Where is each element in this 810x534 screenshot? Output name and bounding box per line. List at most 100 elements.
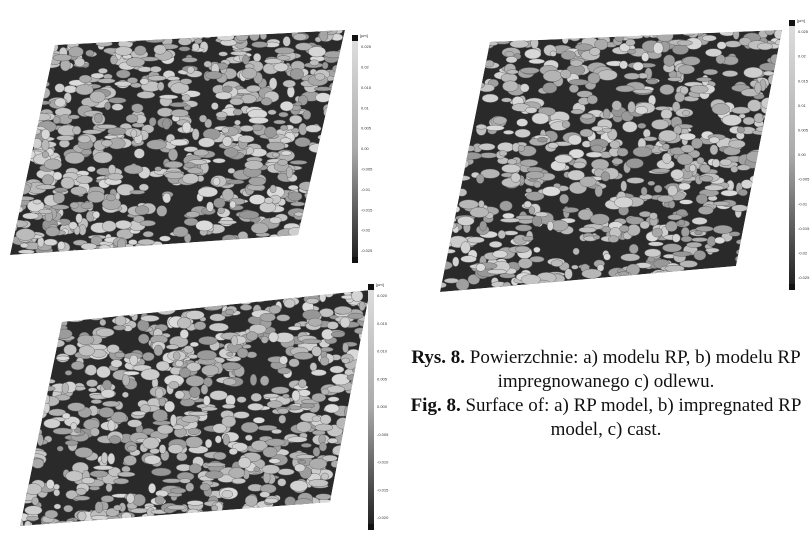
surface-grain bbox=[691, 137, 703, 149]
surface-grain bbox=[76, 175, 94, 184]
surface-grain bbox=[157, 424, 174, 435]
surface-grain bbox=[200, 30, 219, 36]
surface-grain bbox=[28, 44, 37, 52]
surface-grain bbox=[672, 251, 692, 257]
surface-grain bbox=[277, 159, 288, 166]
surface-grain bbox=[156, 205, 168, 217]
surface-grain bbox=[10, 36, 21, 46]
surface-grain bbox=[684, 278, 694, 289]
surface-grain bbox=[745, 203, 764, 214]
surface-grain bbox=[248, 517, 263, 526]
surface-grain bbox=[567, 134, 582, 146]
surface-grain bbox=[317, 133, 336, 141]
colorbar-cap bbox=[352, 35, 358, 41]
surface-grain bbox=[745, 285, 758, 291]
surface-grain bbox=[166, 344, 179, 350]
surface-grain bbox=[147, 75, 167, 81]
surface-grain bbox=[155, 303, 176, 315]
surface-grain bbox=[100, 389, 116, 399]
surface-grain bbox=[85, 364, 97, 376]
surface-grain bbox=[311, 393, 327, 403]
surface-grain bbox=[460, 241, 471, 254]
surface-grain bbox=[153, 344, 163, 357]
surface-grain bbox=[333, 306, 352, 315]
surface-grain bbox=[277, 407, 289, 415]
surface-grain bbox=[28, 324, 45, 336]
colorbar-tick-label: -0.025 bbox=[798, 275, 810, 280]
surface-grain bbox=[325, 238, 345, 247]
surface-grain bbox=[696, 157, 705, 165]
surface-grain bbox=[20, 79, 28, 92]
surface-grain bbox=[10, 140, 17, 152]
surface-grain bbox=[213, 197, 226, 209]
colorbar-tick-label: 0.015 bbox=[361, 85, 372, 90]
surface-grain bbox=[339, 316, 351, 329]
surface-grain bbox=[113, 504, 122, 511]
colorbar bbox=[352, 41, 358, 257]
surface-grain bbox=[219, 295, 227, 308]
surface-grain bbox=[25, 483, 42, 496]
surface-grain bbox=[652, 42, 664, 55]
colorbar-tick-label: 0.025 bbox=[361, 44, 372, 49]
surface-grain bbox=[31, 55, 41, 62]
surface-grain bbox=[72, 292, 86, 305]
surface-grain bbox=[522, 235, 534, 242]
surface-grain bbox=[627, 48, 636, 55]
surface-grain bbox=[280, 239, 299, 251]
colorbar-tick-label: -0.01 bbox=[798, 201, 808, 206]
surface-grain bbox=[748, 257, 758, 267]
surface-grain bbox=[325, 174, 341, 183]
surface-grain bbox=[113, 478, 129, 485]
surface-grain bbox=[90, 515, 109, 521]
surface-grain bbox=[346, 407, 363, 419]
surface-grain bbox=[771, 180, 779, 185]
surface-grain bbox=[18, 249, 35, 255]
surface-grain bbox=[760, 177, 781, 185]
surface-grain bbox=[170, 82, 190, 94]
surface-grain bbox=[716, 41, 727, 50]
surface-grain bbox=[564, 268, 573, 280]
surface-grain bbox=[506, 69, 519, 75]
surface-grain bbox=[509, 39, 529, 49]
surface-grain bbox=[440, 90, 452, 97]
surface-grain bbox=[646, 286, 654, 292]
surface-grain bbox=[440, 282, 447, 289]
surface-grain bbox=[329, 365, 345, 374]
surface-grain bbox=[567, 169, 585, 181]
surface-grain bbox=[64, 520, 76, 526]
surface-grain bbox=[623, 72, 641, 80]
surface-grain bbox=[291, 127, 300, 134]
surface-grain bbox=[443, 142, 454, 151]
surface-grain bbox=[175, 360, 184, 368]
surface-grain bbox=[192, 515, 206, 522]
surface-grain bbox=[174, 390, 185, 400]
surface-grain bbox=[217, 207, 225, 214]
surface-grain bbox=[168, 290, 181, 298]
surface-grain bbox=[158, 94, 179, 100]
surface-grain bbox=[237, 231, 249, 241]
surface-grain bbox=[88, 387, 98, 393]
surface-grain bbox=[52, 31, 70, 43]
surface-grain bbox=[625, 38, 636, 47]
surface-grain bbox=[185, 482, 195, 492]
surface-grain bbox=[168, 381, 180, 389]
surface-grain bbox=[247, 403, 264, 411]
surface-grain bbox=[316, 146, 329, 156]
surface-grain bbox=[629, 287, 641, 292]
surface-grain bbox=[10, 168, 20, 176]
surface-grain bbox=[180, 30, 193, 35]
surface-grain bbox=[443, 278, 460, 284]
surface-grain bbox=[724, 282, 734, 290]
surface-grain bbox=[30, 409, 39, 421]
surface-grain bbox=[288, 358, 300, 368]
surface-grain bbox=[144, 37, 165, 43]
caption-label: Rys. 8. bbox=[411, 347, 466, 368]
surface-grain bbox=[229, 97, 244, 106]
surface-grain bbox=[162, 192, 171, 204]
surface-grain bbox=[305, 237, 317, 247]
surface-grain bbox=[98, 244, 111, 254]
surface-grain bbox=[680, 86, 689, 95]
surface-grain bbox=[754, 81, 762, 94]
surface-grain bbox=[311, 192, 319, 203]
surface-grain bbox=[335, 496, 348, 504]
